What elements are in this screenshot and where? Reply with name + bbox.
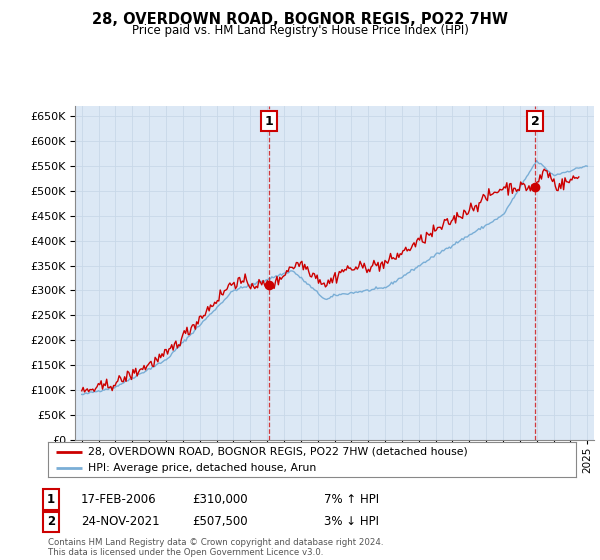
Text: 3% ↓ HPI: 3% ↓ HPI: [324, 515, 379, 529]
Text: 2: 2: [47, 515, 55, 529]
Text: Price paid vs. HM Land Registry's House Price Index (HPI): Price paid vs. HM Land Registry's House …: [131, 24, 469, 36]
Text: 1: 1: [47, 493, 55, 506]
Text: £310,000: £310,000: [192, 493, 248, 506]
Text: Contains HM Land Registry data © Crown copyright and database right 2024.
This d: Contains HM Land Registry data © Crown c…: [48, 538, 383, 557]
Text: 28, OVERDOWN ROAD, BOGNOR REGIS, PO22 7HW: 28, OVERDOWN ROAD, BOGNOR REGIS, PO22 7H…: [92, 12, 508, 27]
Text: 17-FEB-2006: 17-FEB-2006: [81, 493, 157, 506]
Text: 2: 2: [530, 115, 539, 128]
Text: 28, OVERDOWN ROAD, BOGNOR REGIS, PO22 7HW (detached house): 28, OVERDOWN ROAD, BOGNOR REGIS, PO22 7H…: [88, 447, 467, 457]
Text: 7% ↑ HPI: 7% ↑ HPI: [324, 493, 379, 506]
Text: £507,500: £507,500: [192, 515, 248, 529]
Text: 24-NOV-2021: 24-NOV-2021: [81, 515, 160, 529]
Text: HPI: Average price, detached house, Arun: HPI: Average price, detached house, Arun: [88, 463, 316, 473]
Text: 1: 1: [265, 115, 274, 128]
